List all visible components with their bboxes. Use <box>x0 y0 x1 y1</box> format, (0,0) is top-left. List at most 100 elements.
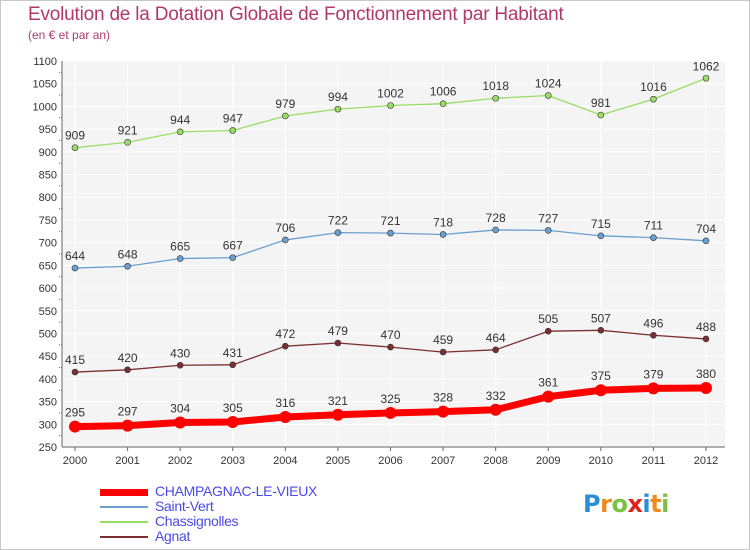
data-point <box>229 254 237 261</box>
x-tick-label: 2012 <box>694 455 718 467</box>
data-point <box>282 112 289 120</box>
data-label: 718 <box>433 215 453 229</box>
data-label: 711 <box>644 219 663 233</box>
data-label: 472 <box>275 327 295 341</box>
y-tick-label: 550 <box>39 306 57 318</box>
data-label: 420 <box>118 351 138 365</box>
data-point <box>492 94 499 102</box>
data-label: 415 <box>65 353 85 367</box>
data-point <box>279 411 292 424</box>
x-tick-label: 2008 <box>483 455 507 467</box>
y-tick-label: 900 <box>39 147 57 159</box>
legend-label: Agnat <box>155 528 191 544</box>
data-point <box>439 231 447 238</box>
data-label: 464 <box>486 331 506 345</box>
logo-letter: i <box>661 490 669 518</box>
data-point <box>544 327 552 335</box>
y-tick-label: 400 <box>39 374 57 386</box>
data-point <box>650 331 657 339</box>
x-tick-label: 2003 <box>221 455 245 467</box>
data-point <box>542 390 555 403</box>
data-point <box>700 381 712 394</box>
y-tick-label: 350 <box>39 397 57 409</box>
logo-letter: i <box>642 490 651 518</box>
x-tick-label: 2001 <box>115 455 139 467</box>
data-point <box>647 382 660 395</box>
data-label: 297 <box>118 405 138 419</box>
data-label: 361 <box>538 376 558 390</box>
x-tick-label: 2011 <box>642 455 666 467</box>
data-point <box>176 255 184 262</box>
data-label: 488 <box>696 320 716 334</box>
y-tick-label: 950 <box>39 124 57 136</box>
y-tick-label: 250 <box>39 442 57 454</box>
data-point <box>702 237 710 245</box>
data-point <box>334 105 342 113</box>
data-point <box>124 262 131 270</box>
data-point <box>124 138 131 146</box>
data-label: 375 <box>591 369 611 383</box>
legend-swatch <box>100 488 148 496</box>
data-point <box>229 361 237 369</box>
data-point <box>71 144 79 152</box>
data-point <box>71 368 79 376</box>
data-label: 665 <box>170 240 190 254</box>
data-point <box>437 405 450 418</box>
data-point <box>174 416 187 429</box>
y-tick-label: 600 <box>39 283 57 295</box>
logo-letter: P <box>583 490 601 518</box>
data-label: 321 <box>328 394 348 408</box>
data-point <box>702 74 710 82</box>
x-tick-label: 2005 <box>326 455 350 467</box>
chart-subtitle: (en € et par an) <box>28 28 111 42</box>
data-label: 328 <box>433 391 453 405</box>
data-point <box>282 236 289 244</box>
logo-letter: r <box>600 490 612 518</box>
data-label: 496 <box>643 316 663 330</box>
data-label: 648 <box>118 247 138 261</box>
y-tick-label: 650 <box>39 260 57 272</box>
y-tick-label: 300 <box>39 419 57 431</box>
data-point <box>124 366 131 374</box>
data-point <box>492 346 499 354</box>
y-tick-label: 800 <box>39 192 57 204</box>
data-label: 1018 <box>482 79 509 93</box>
data-point <box>226 416 239 429</box>
data-label: 909 <box>65 129 85 143</box>
data-point <box>387 102 394 109</box>
data-point <box>544 92 552 99</box>
x-tick-label: 2000 <box>63 455 87 467</box>
data-point <box>594 384 607 397</box>
data-label: 722 <box>328 214 348 228</box>
data-label: 479 <box>328 324 348 338</box>
y-tick-label: 500 <box>39 328 57 340</box>
data-label: 430 <box>170 346 190 360</box>
logo-letter: o <box>611 490 628 518</box>
logo-letter: x <box>627 490 643 518</box>
data-point <box>489 403 502 416</box>
proxiti-logo: Proxiti <box>583 490 669 518</box>
legend-swatch <box>100 521 148 523</box>
logo-letter: t <box>650 490 662 518</box>
data-point <box>334 339 342 347</box>
y-tick-label: 1100 <box>33 56 57 68</box>
x-tick-label: 2002 <box>168 455 192 467</box>
data-label: 644 <box>65 249 85 263</box>
data-label: 721 <box>380 214 400 228</box>
data-point <box>439 348 447 356</box>
data-point <box>597 232 605 240</box>
data-point <box>121 419 134 432</box>
data-point <box>544 227 552 234</box>
y-tick-label: 850 <box>39 170 57 182</box>
data-label: 316 <box>275 396 295 410</box>
data-label: 1006 <box>430 85 457 99</box>
data-label: 727 <box>538 211 558 225</box>
legend-swatch <box>100 506 148 508</box>
data-point <box>597 326 605 334</box>
plot-area <box>62 61 725 447</box>
data-label: 728 <box>486 211 506 225</box>
legend-swatch <box>100 536 148 538</box>
data-label: 947 <box>223 111 243 125</box>
data-point <box>331 408 344 421</box>
data-label: 667 <box>223 239 243 253</box>
